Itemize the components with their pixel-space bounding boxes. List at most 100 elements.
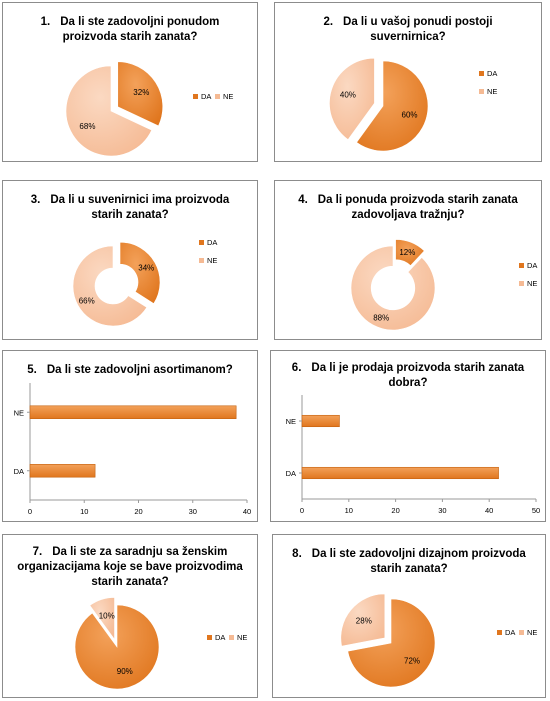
chart-title: 5. Da li ste zadovoljni asortimanom? — [3, 363, 257, 378]
slice-ne — [89, 597, 115, 641]
doughnut-chart-3: 34% 66% DA NE — [72, 238, 217, 327]
legend-swatch-ne — [479, 89, 484, 94]
legend-swatch-ne — [519, 281, 524, 286]
pie-chart-2: 60% 40% DA NE — [329, 57, 497, 152]
y-tick-label-ne: NE — [14, 408, 24, 417]
legend-swatch-da — [497, 630, 502, 635]
data-label-ne: 10% — [99, 611, 115, 620]
chart-title: 7. Da li ste za saradnju sa ženskim organ… — [3, 545, 257, 590]
chart-title: 1. Da li ste zadovoljni ponudom proizvoda… — [3, 15, 257, 45]
slice-ne — [350, 245, 436, 331]
data-label-ne: 28% — [356, 617, 372, 626]
slice-da — [347, 598, 436, 688]
bar-chart-6: 0 10 20 30 40 50 NE DA — [286, 395, 540, 515]
x-tick-label: 40 — [485, 506, 493, 515]
legend-label-ne: NE — [527, 279, 537, 288]
x-tick-label: 40 — [243, 507, 251, 516]
legend-label-ne: NE — [237, 633, 247, 642]
chart-title: 2. Da li u vašoj ponudi postoji suvernirn… — [275, 15, 541, 45]
chart-title-text: Da li u vašoj ponudi postoji suvernirnic… — [343, 16, 493, 43]
chart-panel-2: 2. Da li u vašoj ponudi postoji suvernirn… — [274, 2, 542, 162]
slice-da — [356, 60, 429, 152]
chart-number: 3. — [30, 194, 41, 206]
legend-swatch-da — [207, 635, 212, 640]
chart-number: 6. — [291, 362, 302, 374]
slice-da — [395, 239, 425, 266]
chart-title-text: Da li je prodaja proizvoda starih zanata… — [311, 362, 525, 389]
pie-chart-8: 72% 28% DA NE — [340, 593, 537, 688]
chart-panel-5: 5. Da li ste zadovoljni asortimanom? 0 10 2… — [2, 350, 258, 522]
legend-label-ne: NE — [527, 628, 537, 637]
slice-da — [117, 61, 164, 127]
x-tick-label: 30 — [189, 507, 197, 516]
slice-da — [74, 604, 160, 690]
chart-title: 8. Da li ste zadovoljni dizajnom proizvod… — [273, 547, 545, 577]
bar-da — [301, 466, 499, 480]
legend-label-da: DA — [527, 261, 537, 270]
chart-number: 7. — [32, 546, 43, 558]
chart-number: 2. — [323, 16, 334, 28]
chart-panel-7: 7. Da li ste za saradnju sa ženskim organ… — [2, 534, 258, 698]
legend-swatch-ne — [199, 258, 204, 263]
legend-label-da: DA — [215, 633, 225, 642]
chart-title-text: Da li ste zadovoljni asortimanom? — [46, 364, 233, 376]
slice-da — [119, 241, 161, 304]
chart-panel-6: 6. Da li je prodaja proizvoda starih zana… — [270, 350, 546, 522]
legend-label-ne: NE — [223, 92, 233, 101]
bar-da — [29, 464, 96, 478]
legend-swatch-da — [519, 263, 524, 268]
y-tick-label-ne: NE — [286, 417, 296, 426]
data-label-da: 32% — [133, 88, 149, 97]
chart-title-text: Da li u suvenirnici ima proizvoda starih… — [50, 194, 230, 221]
data-label-ne: 68% — [79, 122, 95, 131]
bar-ne — [301, 414, 340, 428]
chart-number: 5. — [27, 364, 37, 376]
data-label-da: 72% — [404, 656, 420, 665]
pie-chart-7: 90% 10% DA NE — [74, 597, 247, 690]
chart-panel-1: 1. Da li ste zadovoljni ponudom proizvoda… — [2, 2, 258, 162]
chart-number: 4. — [298, 194, 308, 206]
pie-chart-1: 32% 68% DA NE — [65, 61, 233, 157]
data-label-ne: 40% — [340, 91, 356, 100]
legend-swatch-ne — [229, 635, 234, 640]
data-label-ne: 66% — [79, 296, 95, 305]
legend-label-da: DA — [207, 238, 217, 247]
x-tick-label: 50 — [532, 506, 540, 515]
legend-label-da: DA — [505, 628, 515, 637]
chart-title-text: Da li ste za saradnju sa ženskim organiz… — [17, 546, 243, 588]
chart-panel-4: 4. Da li ponuda proizvoda starih zanata z… — [274, 180, 542, 340]
legend-swatch-da — [199, 240, 204, 245]
slice-ne — [340, 593, 386, 647]
bar-chart-5: 0 10 20 30 40 NE DA — [14, 383, 251, 516]
legend-swatch-da — [193, 94, 198, 99]
data-label-ne: 88% — [373, 314, 389, 323]
chart-panel-3: 3. Da li u suvenirnici ima proizvoda star… — [2, 180, 258, 340]
x-tick-label: 10 — [80, 507, 88, 516]
chart-panel-8: 8. Da li ste zadovoljni dizajnom proizvod… — [272, 534, 546, 698]
legend-label-ne: NE — [487, 87, 497, 96]
data-label-da: 90% — [117, 667, 133, 676]
legend-label-ne: NE — [207, 256, 217, 265]
slice-ne — [65, 65, 153, 157]
chart-number: 8. — [292, 548, 302, 560]
y-tick-label-da: DA — [14, 467, 24, 476]
chart-title: 4. Da li ponuda proizvoda starih zanata z… — [275, 193, 541, 223]
slice-ne — [329, 57, 375, 141]
x-tick-label: 30 — [438, 506, 446, 515]
legend-swatch-da — [479, 71, 484, 76]
data-label-da: 12% — [399, 248, 415, 257]
x-tick-label: 0 — [300, 506, 304, 515]
legend-swatch-ne — [215, 94, 220, 99]
chart-title-text: Da li ste zadovoljni ponudom proizvoda s… — [60, 16, 220, 43]
doughnut-chart-4: 12% 88% DA NE — [350, 239, 537, 331]
chart-title: 6. Da li je prodaja proizvoda starih zana… — [271, 361, 545, 391]
x-tick-label: 10 — [345, 506, 353, 515]
bar-ne — [29, 405, 237, 419]
data-label-da: 60% — [402, 111, 418, 120]
chart-title-text: Da li ponuda proizvoda starih zanata zad… — [317, 194, 518, 221]
x-tick-label: 20 — [134, 507, 142, 516]
chart-title-text: Da li ste zadovoljni dizajnom proizvoda … — [311, 548, 526, 575]
legend-label-da: DA — [201, 92, 211, 101]
data-label-da: 34% — [138, 264, 154, 273]
chart-number: 1. — [40, 16, 51, 28]
